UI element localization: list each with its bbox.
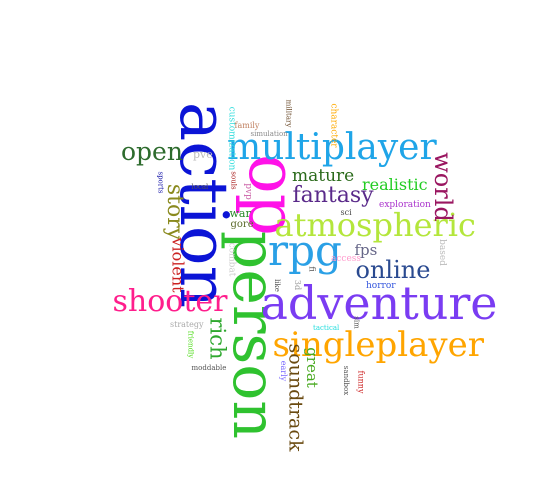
word-exploration: exploration <box>379 199 431 210</box>
word-early: early <box>279 360 289 382</box>
word-access: access <box>331 253 362 264</box>
word-fantasy: fantasy <box>292 183 374 208</box>
word-gore: gore <box>230 219 254 230</box>
word-sci: sci <box>340 208 352 217</box>
word-souls: souls <box>229 170 238 190</box>
word-rpg: rpg <box>268 226 342 275</box>
word-war: war <box>229 206 251 220</box>
word-moddable: moddable <box>191 363 227 372</box>
word-fps: fps <box>354 240 378 259</box>
word-multiplayer: multiplayer <box>227 127 437 168</box>
word-customization: customization <box>226 106 237 170</box>
word-simulation: simulation <box>250 129 288 138</box>
word-sandbox: sandbox <box>341 365 350 395</box>
word-like: like <box>272 278 281 292</box>
word-strategy: strategy <box>170 320 204 329</box>
word-rich: rich <box>205 316 230 360</box>
word-atmospheric: atmospheric <box>274 206 476 244</box>
word-sports: sports <box>156 170 165 194</box>
word-shooter: shooter <box>112 284 228 319</box>
word-singleplayer: singleplayer <box>272 325 484 365</box>
word-open: open <box>121 136 183 166</box>
word-adventure: adventure <box>260 276 498 330</box>
word-tactical: tactical <box>313 323 340 332</box>
word-realistic: realistic <box>362 175 428 194</box>
word-funny: funny <box>355 370 365 394</box>
word-story: story <box>162 183 188 241</box>
word-pvp: pvp <box>242 182 253 200</box>
word-based: based <box>436 238 447 266</box>
word-pve: pve <box>193 147 213 161</box>
word-great: great <box>302 346 321 388</box>
word-online: online <box>355 256 431 284</box>
word-friendly: friendly <box>186 330 195 358</box>
word-world: world <box>428 152 457 222</box>
word-mature: mature <box>292 165 355 186</box>
word-fi: fi <box>307 266 317 272</box>
word-3d: 3d <box>293 279 303 291</box>
word-local: local <box>191 182 209 191</box>
word-soundtrack: soundtrack <box>284 342 307 452</box>
word-violent: violent <box>168 237 188 293</box>
word-character: character <box>328 102 339 148</box>
word-sim: sim <box>352 315 361 329</box>
word-family: family <box>234 121 260 130</box>
word-horror: horror <box>366 280 396 291</box>
word-combat: combat <box>226 242 237 276</box>
word-military: military <box>284 99 293 127</box>
